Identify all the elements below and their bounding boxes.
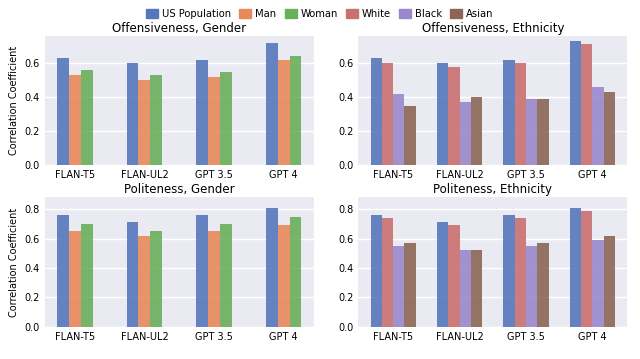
Bar <box>437 223 448 327</box>
Bar <box>515 63 526 165</box>
Bar <box>382 218 393 327</box>
Bar <box>208 77 220 165</box>
Bar <box>266 208 278 327</box>
Bar <box>57 215 69 327</box>
Y-axis label: Correlation Coefficient: Correlation Coefficient <box>9 208 19 317</box>
Bar <box>526 246 538 327</box>
Bar <box>196 215 208 327</box>
Bar <box>220 71 232 165</box>
Bar <box>278 60 289 165</box>
Bar <box>382 63 393 165</box>
Bar <box>515 218 526 327</box>
Bar <box>471 97 482 165</box>
Bar <box>138 236 150 327</box>
Bar <box>150 231 162 327</box>
Legend: US Population, Man, Woman, White, Black, Asian: US Population, Man, Woman, White, Black,… <box>142 5 498 23</box>
Bar <box>208 231 220 327</box>
Bar <box>471 250 482 327</box>
Bar <box>289 216 301 327</box>
Bar <box>278 225 289 327</box>
Bar <box>81 70 93 165</box>
Bar <box>504 215 515 327</box>
Bar <box>393 246 404 327</box>
Bar <box>526 99 538 165</box>
Bar <box>593 240 604 327</box>
Title: Offensiveness, Gender: Offensiveness, Gender <box>112 22 246 35</box>
Bar <box>460 102 471 165</box>
Bar <box>196 60 208 165</box>
Bar <box>371 58 382 165</box>
Bar <box>393 94 404 165</box>
Bar <box>138 80 150 165</box>
Bar <box>127 63 138 165</box>
Bar <box>69 75 81 165</box>
Bar <box>404 106 416 165</box>
Bar <box>448 225 460 327</box>
Bar <box>57 58 69 165</box>
Bar <box>581 211 593 327</box>
Bar <box>127 223 138 327</box>
Bar <box>404 243 416 327</box>
Bar <box>69 231 81 327</box>
Bar <box>593 87 604 165</box>
Bar <box>604 236 615 327</box>
Bar <box>289 56 301 165</box>
Bar <box>581 45 593 165</box>
Bar <box>81 224 93 327</box>
Bar <box>570 208 581 327</box>
Bar <box>150 75 162 165</box>
Bar <box>604 92 615 165</box>
Title: Politeness, Gender: Politeness, Gender <box>124 183 234 196</box>
Bar <box>448 66 460 165</box>
Title: Politeness, Ethnicity: Politeness, Ethnicity <box>433 183 552 196</box>
Bar <box>437 63 448 165</box>
Bar <box>538 99 548 165</box>
Bar <box>538 243 548 327</box>
Bar <box>220 224 232 327</box>
Bar <box>504 60 515 165</box>
Bar <box>266 43 278 165</box>
Bar <box>371 215 382 327</box>
Y-axis label: Correlation Coefficient: Correlation Coefficient <box>9 46 19 155</box>
Bar <box>460 250 471 327</box>
Bar <box>570 41 581 165</box>
Title: Offensiveness, Ethnicity: Offensiveness, Ethnicity <box>422 22 564 35</box>
